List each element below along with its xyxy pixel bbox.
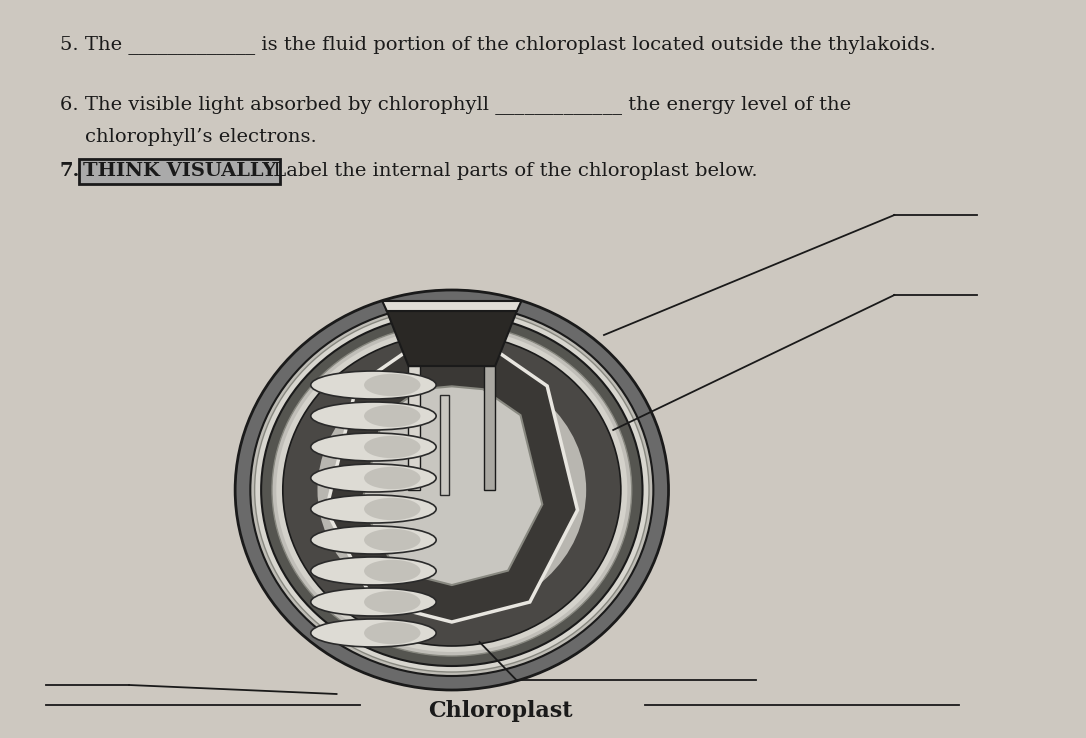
Ellipse shape <box>272 324 632 656</box>
Ellipse shape <box>254 308 649 672</box>
Ellipse shape <box>311 557 437 585</box>
Ellipse shape <box>311 464 437 492</box>
Ellipse shape <box>276 328 628 652</box>
Text: 6. The visible light absorbed by chlorophyll _____________ the energy level of t: 6. The visible light absorbed by chlorop… <box>60 95 851 114</box>
Text: 7.: 7. <box>60 162 80 180</box>
Ellipse shape <box>317 366 586 614</box>
Ellipse shape <box>250 304 654 676</box>
Text: 5. The _____________ is the fluid portion of the chloroplast located outside the: 5. The _____________ is the fluid portio… <box>60 35 936 54</box>
Ellipse shape <box>364 436 420 458</box>
Ellipse shape <box>364 467 420 489</box>
Ellipse shape <box>364 498 420 520</box>
Ellipse shape <box>311 588 437 616</box>
Ellipse shape <box>364 405 420 427</box>
Ellipse shape <box>311 495 437 523</box>
Ellipse shape <box>311 526 437 554</box>
Polygon shape <box>484 366 495 490</box>
Text: THINK VISUALLY: THINK VISUALLY <box>83 162 276 180</box>
Polygon shape <box>408 366 419 490</box>
Ellipse shape <box>364 529 420 551</box>
Text: chlorophyll’s electrons.: chlorophyll’s electrons. <box>60 128 317 146</box>
Text: Label the internal parts of the chloroplast below.: Label the internal parts of the chloropl… <box>267 162 758 180</box>
Ellipse shape <box>364 560 420 582</box>
Ellipse shape <box>364 622 420 644</box>
Ellipse shape <box>261 314 643 666</box>
Ellipse shape <box>311 433 437 461</box>
Polygon shape <box>387 311 517 366</box>
Ellipse shape <box>364 374 420 396</box>
Ellipse shape <box>364 591 420 613</box>
Ellipse shape <box>311 619 437 647</box>
Polygon shape <box>326 346 578 622</box>
Bar <box>440 395 450 495</box>
Ellipse shape <box>311 402 437 430</box>
Polygon shape <box>362 386 542 585</box>
Polygon shape <box>382 301 521 311</box>
Ellipse shape <box>311 371 437 399</box>
Text: Chloroplast: Chloroplast <box>429 700 573 722</box>
Ellipse shape <box>236 290 669 690</box>
Ellipse shape <box>282 334 621 646</box>
